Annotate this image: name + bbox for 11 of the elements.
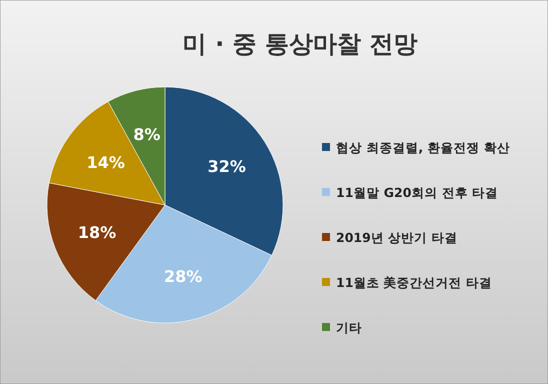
legend-label: 기타 xyxy=(336,320,362,335)
legend-label: 2019년 상반기 타결 xyxy=(336,230,458,245)
legend-label: 11월초 美중간선거전 타결 xyxy=(336,275,492,290)
legend-label: 11월말 G20회의 전후 타결 xyxy=(336,185,498,200)
chart-title: 미 · 중 통상마찰 전망 xyxy=(182,30,418,58)
data-label: 8% xyxy=(133,125,160,144)
data-label: 32% xyxy=(208,156,246,176)
slice-label: 협상 최종결렬, 환율전쟁 확산 xyxy=(336,140,510,155)
data-label: 18% xyxy=(78,222,116,242)
data-label: 28% xyxy=(164,266,202,286)
data-label: 14% xyxy=(86,153,125,172)
